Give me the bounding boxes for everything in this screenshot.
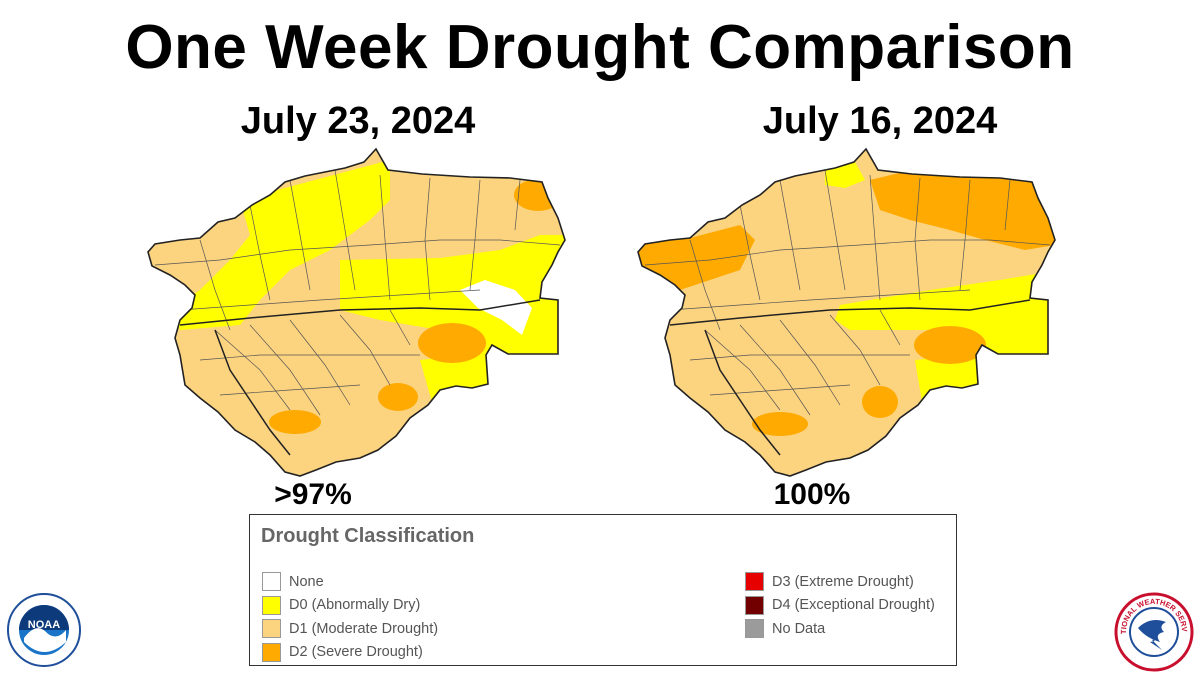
d2-region: [870, 168, 1055, 250]
legend-label: D4 (Exceptional Drought): [772, 597, 935, 614]
percent-right: 100%: [773, 478, 851, 511]
d0-region: [340, 235, 565, 365]
page-title: One Week Drought Comparison: [125, 13, 1075, 82]
legend-item-d1: D1 (Moderate Drought): [262, 617, 438, 641]
nws-logo-icon: NATIONAL WEATHER SERVICE: [1114, 592, 1194, 672]
drought-map-july-23: [147, 147, 566, 477]
noaa-logo-text: NOAA: [28, 619, 60, 631]
swatch-no-data: [745, 619, 764, 639]
legend-label: D3 (Extreme Drought): [772, 573, 914, 590]
swatch-d4: [745, 595, 764, 615]
d2-region: [418, 323, 486, 363]
d2-region: [514, 179, 562, 211]
percent-left: >97%: [274, 478, 352, 511]
noaa-logo-icon: NOAA: [7, 593, 81, 667]
swatch-none: [262, 572, 281, 592]
legend-label: D0 (Abnormally Dry): [289, 597, 421, 614]
d2-region: [378, 383, 418, 411]
legend-item-d4: D4 (Exceptional Drought): [745, 594, 935, 618]
legend-label: None: [289, 573, 324, 590]
swatch-d1: [262, 619, 281, 639]
d0-region: [170, 160, 390, 330]
legend-item-d3: D3 (Extreme Drought): [745, 570, 935, 594]
map-date-left: July 23, 2024: [240, 100, 476, 142]
d0-region: [835, 270, 1055, 365]
swatch-d2: [262, 642, 281, 662]
legend-item-no-data: No Data: [745, 617, 935, 641]
legend-column-left: None D0 (Abnormally Dry) D1 (Moderate Dr…: [262, 570, 438, 664]
d2-region: [269, 410, 321, 434]
d2-region: [914, 326, 986, 364]
legend-title: Drought Classification: [261, 525, 475, 547]
legend: Drought Classification None D0 (Abnormal…: [249, 514, 957, 666]
legend-label: D2 (Severe Drought): [289, 644, 423, 661]
swatch-d3: [745, 572, 764, 592]
legend-label: D1 (Moderate Drought): [289, 620, 439, 637]
legend-label: No Data: [772, 620, 826, 637]
d2-region: [752, 412, 808, 436]
drought-map-july-16: [637, 147, 1056, 477]
legend-item-d2: D2 (Severe Drought): [262, 641, 438, 665]
legend-item-d0: D0 (Abnormally Dry): [262, 594, 438, 618]
legend-item-none: None: [262, 570, 438, 594]
swatch-d0: [262, 595, 281, 615]
legend-column-right: D3 (Extreme Drought) D4 (Exceptional Dro…: [745, 570, 935, 641]
d2-region: [862, 386, 898, 418]
map-date-right: July 16, 2024: [762, 100, 998, 142]
